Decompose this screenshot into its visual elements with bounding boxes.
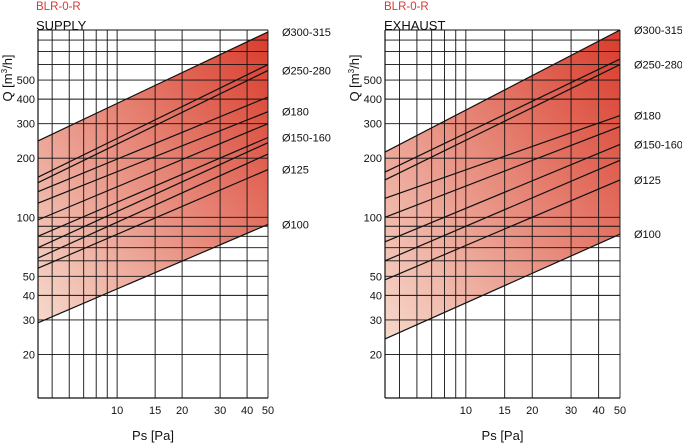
series-label: Ø100 [282,219,309,231]
x-axis-label: Ps [Pa] [482,428,524,443]
x-tick-label: 20 [176,405,188,417]
y-tick-label: 40 [23,290,35,302]
x-tick-label: 40 [593,405,605,417]
model-name: BLR-0-R [384,1,429,13]
fan-curve-line [384,58,621,173]
chart-title: EXHAUST [384,18,445,33]
x-tick-label: 30 [214,405,226,417]
y-tick-label: 300 [17,119,35,131]
series-label: Ø100 [634,229,661,241]
y-tick-label: 100 [364,212,382,224]
fan-curve-line [37,123,269,221]
series-label: Ø300-315 [634,25,682,37]
series-line [384,29,621,153]
x-tick-label: 10 [460,405,472,417]
x-tick-label: 30 [565,405,577,417]
fan-curve-line [37,64,269,178]
y-tick-label: 50 [23,271,35,283]
x-tick-label: 50 [262,405,274,417]
y-tick-label: 400 [364,94,382,106]
fan-curve-line [37,96,269,193]
series-label: Ø250-280 [282,65,331,77]
chart-panel-1: Ø100 Ø125 Ø150-160 Ø180 Ø250-280 Ø300-315 20 30… [0,1,331,443]
y-tick-label: 20 [370,349,382,361]
y-tick-label: 30 [23,315,35,327]
series-line [384,179,621,281]
y-tick-label: 50 [370,271,382,283]
series-label: Ø125 [634,175,661,187]
series-label: Ø150-160 [282,132,331,144]
x-tick-label: 15 [499,405,511,417]
x-tick-label: 40 [241,405,253,417]
fan-curve-line [384,159,621,262]
x-axis-label: Ps [Pa] [132,428,174,443]
series-label: Ø300-315 [282,27,331,39]
fan-curve-line [37,153,269,259]
series-label: Ø250-280 [634,60,682,72]
model-name: BLR-0-R [36,1,81,13]
series-label: Ø125 [282,165,309,177]
series-label: Ø150-160 [634,139,682,151]
chart-panel-2: Ø100 Ø125 Ø150-160 Ø180 Ø250-280 Ø300-315 20 30… [347,1,682,443]
x-tick-label: 50 [614,405,626,417]
series-line [384,64,621,181]
y-tick-label: 40 [370,290,382,302]
y-axis-label: Q [m3/h] [0,54,15,101]
y-tick-label: 200 [17,153,35,165]
y-tick-label: 500 [364,75,382,87]
y-tick-label: 500 [17,75,35,87]
series-line [37,69,269,184]
series-line [384,233,621,340]
y-tick-label: 100 [17,212,35,224]
series-line [37,169,269,269]
x-tick-label: 20 [526,405,538,417]
y-tick-label: 200 [364,153,382,165]
flow-range-band [38,31,268,323]
series-label: Ø180 [634,111,661,123]
y-axis-label: Q [m3/h] [347,54,362,101]
chart-title: SUPPLY [36,18,87,33]
series-line [37,136,269,237]
y-tick-label: 20 [23,349,35,361]
series-line [37,111,269,204]
series-line [37,223,269,324]
y-tick-label: 400 [17,94,35,106]
series-line [37,31,269,142]
y-tick-label: 30 [370,315,382,327]
fan-curve-line [384,125,621,218]
x-tick-label: 15 [149,405,161,417]
fan-curve-line [37,142,269,249]
series-line [384,114,621,199]
y-tick-label: 300 [364,119,382,131]
series-label: Ø180 [282,107,309,119]
series-line [384,143,621,243]
x-tick-label: 10 [111,405,123,417]
flow-range-band [385,30,620,339]
